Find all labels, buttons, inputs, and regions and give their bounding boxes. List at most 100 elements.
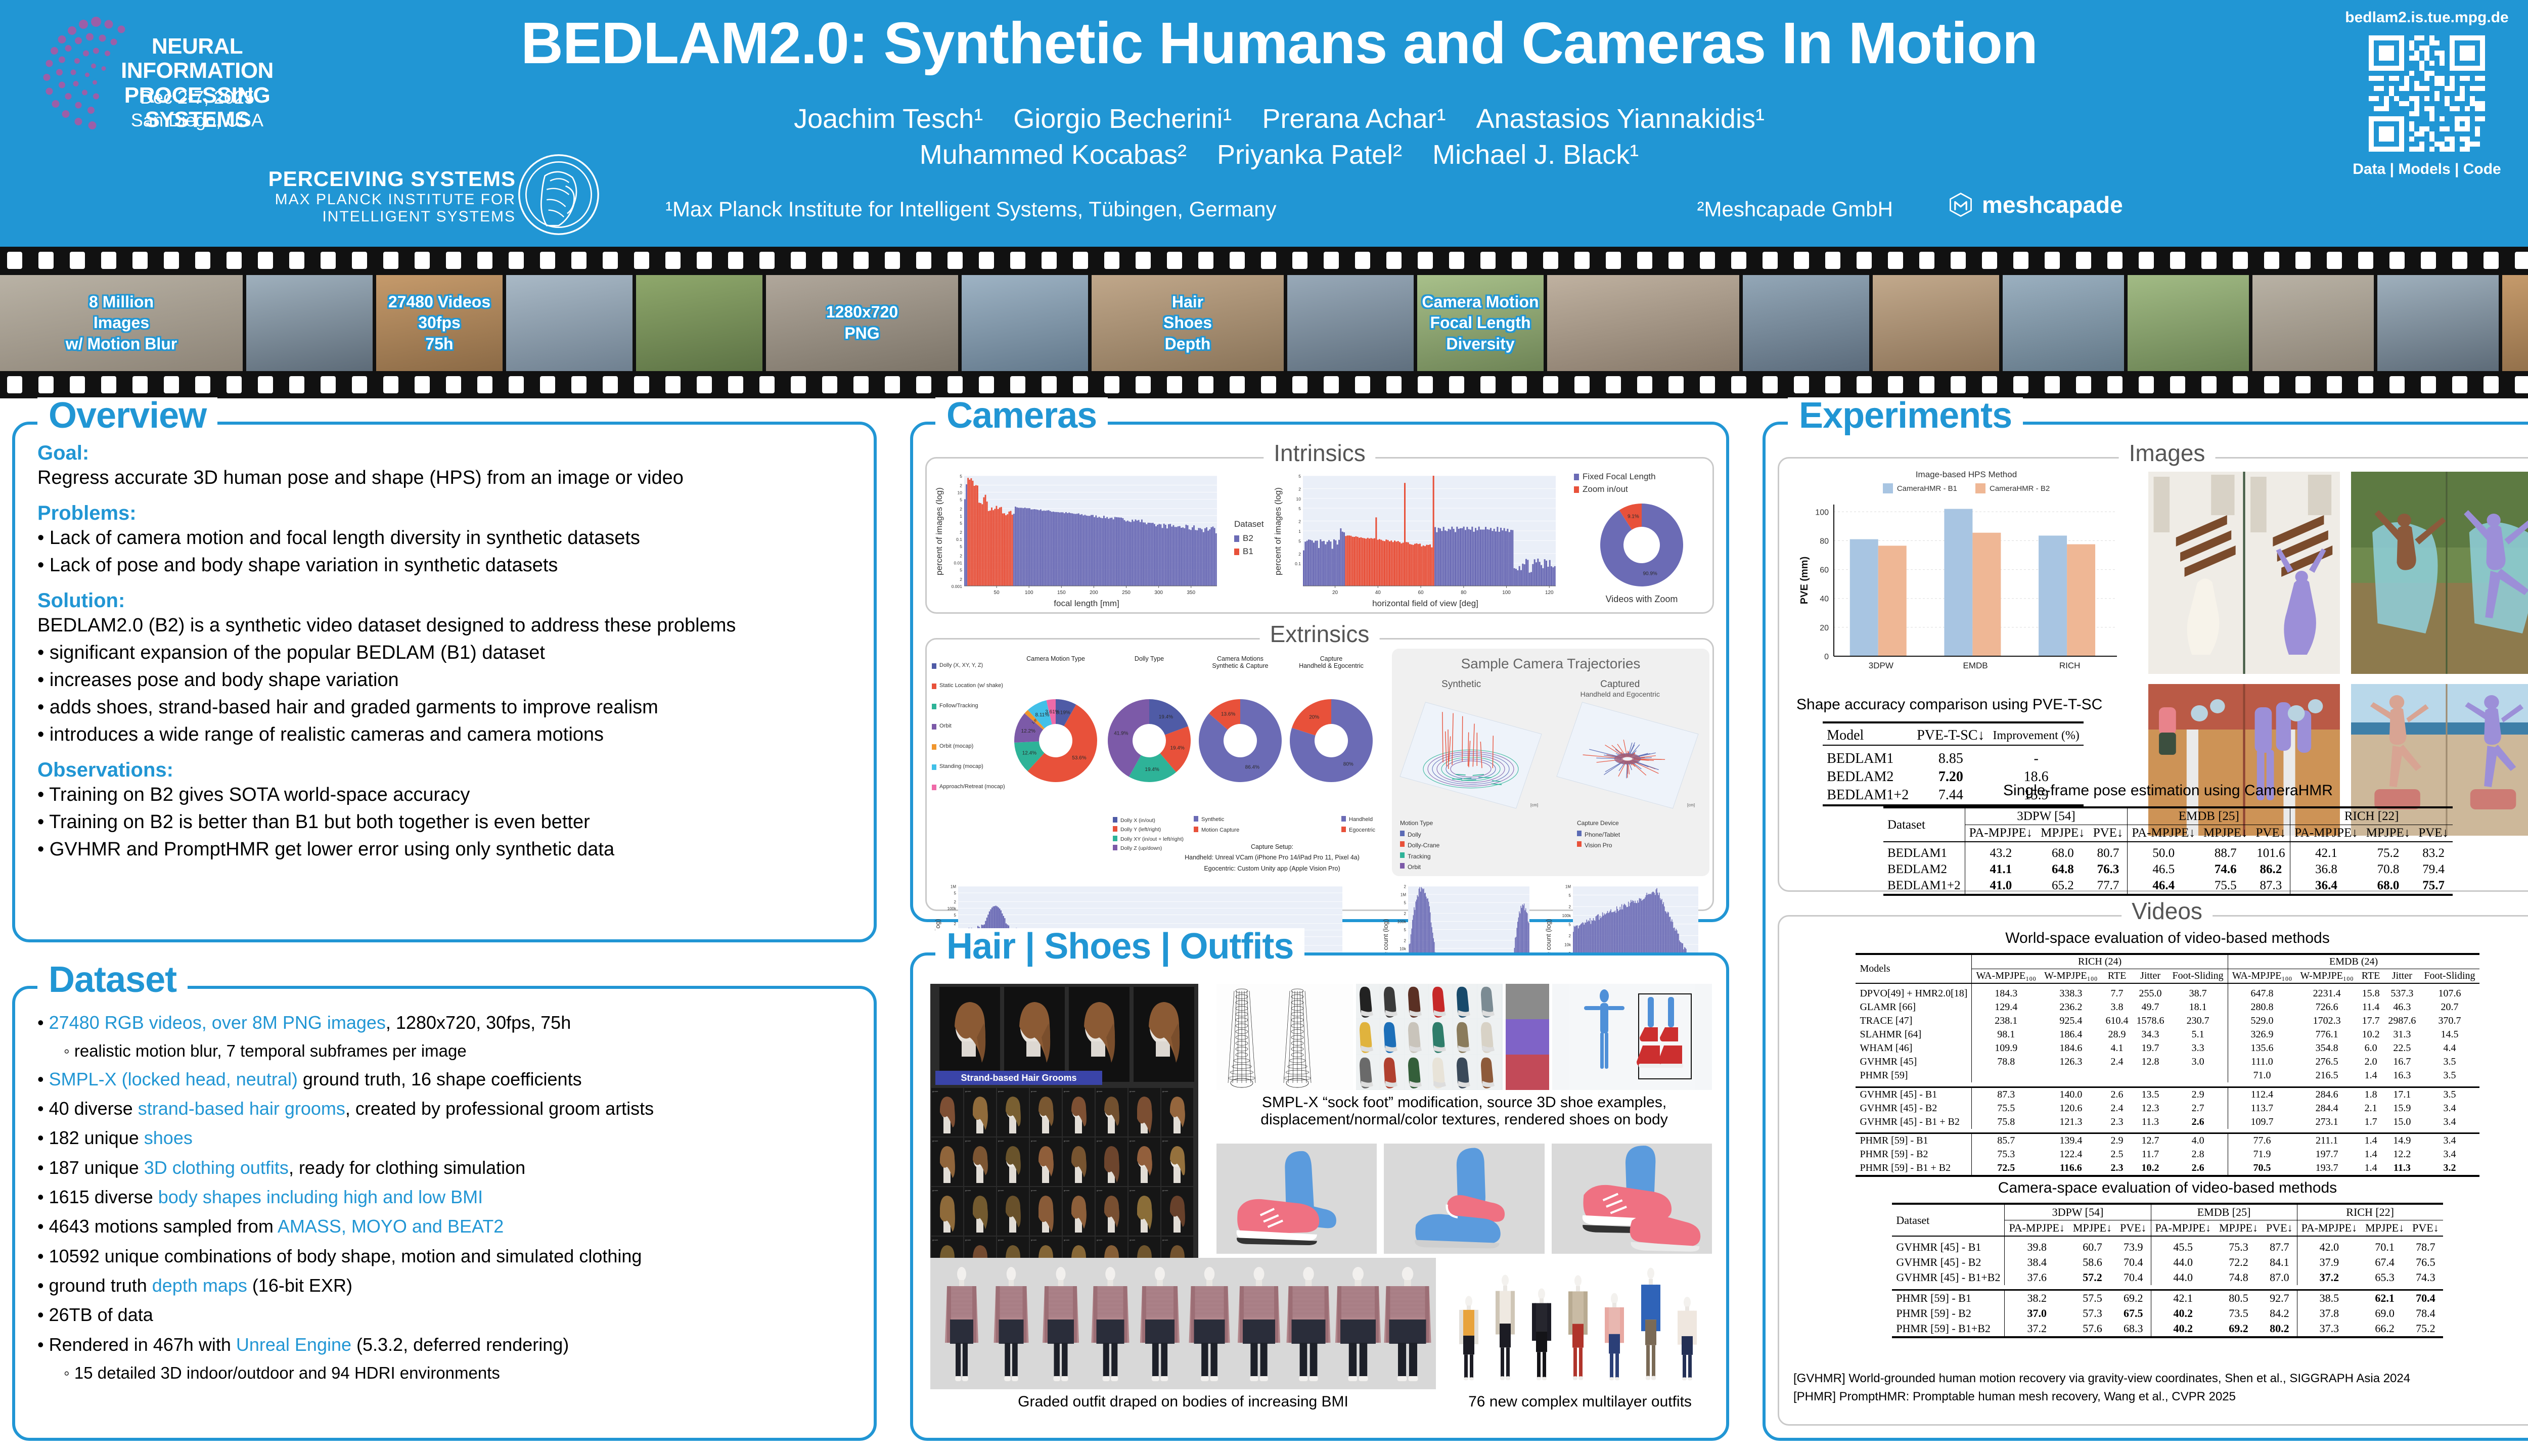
film-perforation (2515, 376, 2528, 393)
svg-text:100k: 100k (947, 906, 957, 911)
film-frame (962, 275, 1088, 371)
table-cell: 184.3 (1971, 983, 2041, 1000)
meshcapade-logo: meshcapade (1947, 187, 2123, 222)
film-perforation (1418, 376, 1433, 393)
legend-label: Orbit (mocap) (939, 743, 974, 749)
shoe-render-3-icon (1551, 1144, 1712, 1254)
shoes-caption: SMPL-X “sock foot” modification, source … (1216, 1094, 1712, 1128)
film-perforation (132, 376, 148, 393)
film-perforation (1355, 252, 1370, 269)
table-cell: 78.8 (1971, 1055, 2041, 1069)
hair-groom-cell: groom (1030, 1088, 1062, 1136)
film-frame-label: 8 Million Images w/ Motion Blur (65, 292, 177, 353)
legend-label: CameraHMR - B1 (1897, 484, 1957, 493)
legend-swatch-icon (1577, 830, 1582, 836)
film-perforation (1230, 376, 1245, 393)
table-cell: 64.8 (2052, 862, 2074, 876)
svg-text:12.4%: 12.4% (1022, 750, 1036, 756)
svg-text:PVE (mm): PVE (mm) (1799, 557, 1810, 604)
table-cell: 276.5 (2315, 1056, 2338, 1067)
table-group-header: 3DPW [54] (2004, 1203, 2151, 1220)
overview-solution-intro: BEDLAM2.0 (B2) is a synthetic video data… (37, 614, 736, 636)
svg-text:2: 2 (954, 922, 957, 926)
zoom-legend-zoom-label: Zoom in/out (1583, 484, 1628, 494)
hair-groom-cell: groom (1063, 1187, 1095, 1236)
shoe-render-3 (1551, 1144, 1712, 1254)
svg-text:1M: 1M (1565, 885, 1571, 889)
svg-text:150: 150 (1057, 590, 1066, 596)
table-header-cell: Dataset (1892, 1203, 2005, 1236)
svg-text:250: 250 (1122, 590, 1131, 596)
table-cell: 16.7 (2393, 1056, 2411, 1067)
table-cell: 15.9 (2023, 787, 2049, 803)
table-cell: 12.2 (2393, 1149, 2411, 1160)
film-perforation (227, 376, 242, 393)
shoe-thumbnail (1477, 984, 1501, 1019)
experiments-title: Experiments (1788, 397, 2023, 434)
table-cell: 60.7 (2068, 1236, 2116, 1255)
table-cell: 197.7 (2315, 1149, 2338, 1160)
legend-item: Dolly Z (up/down) (1113, 844, 1184, 852)
table-row: GVHMR [45] - B2 75.5 120.6 2.4 12.3 2.7 113.7 2… (1856, 1101, 2479, 1115)
film-frame: Camera Motion Focal Length Diversity (1417, 275, 1544, 371)
svg-text:5: 5 (1298, 538, 1301, 543)
film-frame-label: Hair Shoes Depth (1163, 292, 1212, 353)
perceiving-systems-label: PERCEIVING SYSTEMS MAX PLANCK INSTITUTE … (268, 167, 516, 225)
table-cell: 11.7 (2141, 1149, 2159, 1160)
film-perforation (2327, 252, 2342, 269)
film-perforation (1449, 376, 1464, 393)
table-cell: RTE (2107, 970, 2127, 981)
film-perforation (916, 376, 931, 393)
author-list: Joachim Tesch¹ Giorgio Becherini¹ Preran… (455, 101, 2103, 173)
table-cell: 10.2 (2141, 1162, 2159, 1173)
table-cell: 2.6 (2191, 1162, 2204, 1173)
overview-solution-heading: Solution: (37, 589, 125, 612)
shoe-thumbnail (1429, 1055, 1453, 1089)
table-cell: 184.6 (2059, 1042, 2083, 1054)
svg-text:60: 60 (1820, 566, 1829, 575)
svg-text:20%: 20% (1309, 714, 1319, 720)
film-perforation (2389, 252, 2405, 269)
table-cell: MPJPE↓ (2219, 1221, 2259, 1234)
film-frame-label: Camera Motion Focal Length Diversity (1422, 292, 1539, 353)
table-cell: 255.0 (2132, 983, 2169, 1000)
table-cell: 37.6 (2004, 1270, 2069, 1285)
table-cell: 101.6 (2251, 841, 2290, 861)
table-cell: BEDLAM1 (1883, 841, 1965, 861)
svg-text:groom: groom (965, 1140, 971, 1142)
table-cell: 62.1 (2375, 1291, 2395, 1304)
list-subitem: ◦ 15 detailed 3D indoor/outdoor and 94 H… (64, 1363, 500, 1382)
film-perforation (1637, 252, 1652, 269)
svg-text:groom: groom (1031, 1239, 1037, 1241)
qr-code-icon[interactable] (2364, 30, 2490, 157)
svg-text:19.4%: 19.4% (1145, 767, 1159, 772)
author-row-1: Joachim Tesch¹ Giorgio Becherini¹ Preran… (794, 104, 1765, 134)
capture-setup-handheld: Handheld: Unreal VCam (iPhone Pro 14/iPa… (1185, 854, 1360, 861)
table-cell: 776.1 (2315, 1029, 2338, 1040)
table-cell: 80.2 (2270, 1322, 2289, 1335)
table-subheader-row: PA-MPJPE↓ MPJPE↓ PVE↓ PA-MPJPE↓ MPJPE↓ PVE↓ PA… (1883, 825, 2453, 842)
table-cell: 1.4 (2364, 1135, 2377, 1146)
table-cell: 80.5 (2229, 1291, 2248, 1304)
table-cell: 17.7 (2362, 1015, 2380, 1026)
film-perforation (1042, 252, 1057, 269)
table-cell: 88.7 (2199, 841, 2252, 861)
table-row: PHMR [59] - B1+B2 37.2 57.6 68.3 40.2 69.2 80.… (1892, 1321, 2443, 1337)
film-perforation (2045, 376, 2060, 393)
table-cell: 2.6 (2191, 1116, 2204, 1127)
table-cell: 2.8 (2191, 1149, 2204, 1160)
table-cell: 72.2 (2229, 1256, 2248, 1268)
film-perforation (947, 376, 963, 393)
table-cell: 87.3 (1971, 1087, 2041, 1102)
table-cell: Foot-Sliding (2424, 970, 2475, 981)
project-qr-block[interactable]: bedlam2.is.tue.mpg.de (2321, 9, 2528, 178)
table-row: BEDLAM1+2 41.0 65.2 77.7 46.4 75.5 87.3 36.4 68.… (1883, 878, 2453, 895)
trajectories-box: Sample Camera Trajectories Synthetic Cap… (1392, 649, 1709, 876)
film-perforation (1982, 252, 1997, 269)
pve-chart-legend: CameraHMR - B1 CameraHMR - B2 (1794, 483, 2138, 493)
overview-solution-list: • significant expansion of the popular B… (37, 640, 851, 749)
table-cell: BEDLAM1+2 (1827, 787, 1909, 803)
table-rule (1883, 894, 2453, 898)
legend-label: Dolly (1408, 831, 1421, 838)
table-cell: 46.5 (2127, 861, 2199, 878)
